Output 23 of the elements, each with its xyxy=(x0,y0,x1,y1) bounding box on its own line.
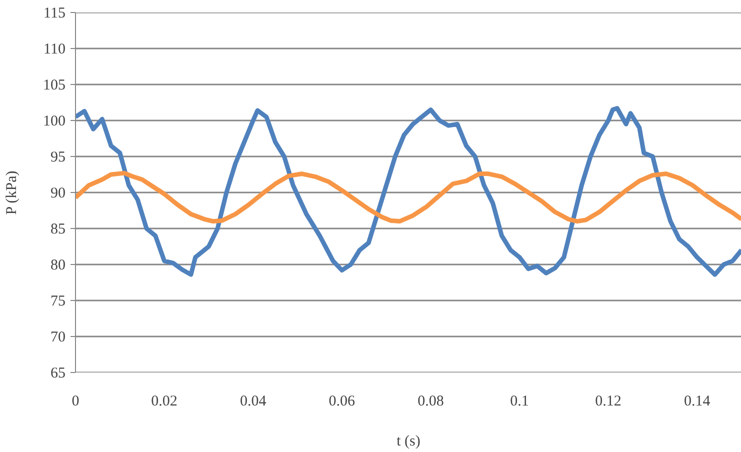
y-tick-label: 90 xyxy=(50,186,66,202)
y-axis-title: P (kPa) xyxy=(4,170,20,215)
x-tick-label: 0.08 xyxy=(418,394,444,410)
y-tick-label: 105 xyxy=(43,78,66,94)
y-tick-label: 85 xyxy=(50,222,66,238)
x-axis-title: t (s) xyxy=(396,434,420,450)
x-tick-label: 0 xyxy=(72,394,80,410)
x-tick-label: 0.1 xyxy=(510,394,529,410)
y-tick-label: 115 xyxy=(44,6,66,22)
y-tick-label: 65 xyxy=(50,366,66,382)
y-tick-label: 80 xyxy=(50,258,66,274)
y-tick-label: 70 xyxy=(50,330,66,346)
x-tick-label: 0.02 xyxy=(151,394,178,410)
y-tick-label: 100 xyxy=(43,114,66,130)
line-series xyxy=(76,170,741,224)
x-tick-label: 0.14 xyxy=(684,394,711,410)
y-tick-label: 95 xyxy=(50,150,66,166)
line-series xyxy=(76,106,741,277)
x-tick-label: 0.06 xyxy=(328,394,356,410)
y-tick-label: 110 xyxy=(44,42,66,58)
x-tick-label: 0.04 xyxy=(240,394,267,410)
x-tick-label: 0.12 xyxy=(595,394,622,410)
y-tick-label: 75 xyxy=(50,294,66,310)
